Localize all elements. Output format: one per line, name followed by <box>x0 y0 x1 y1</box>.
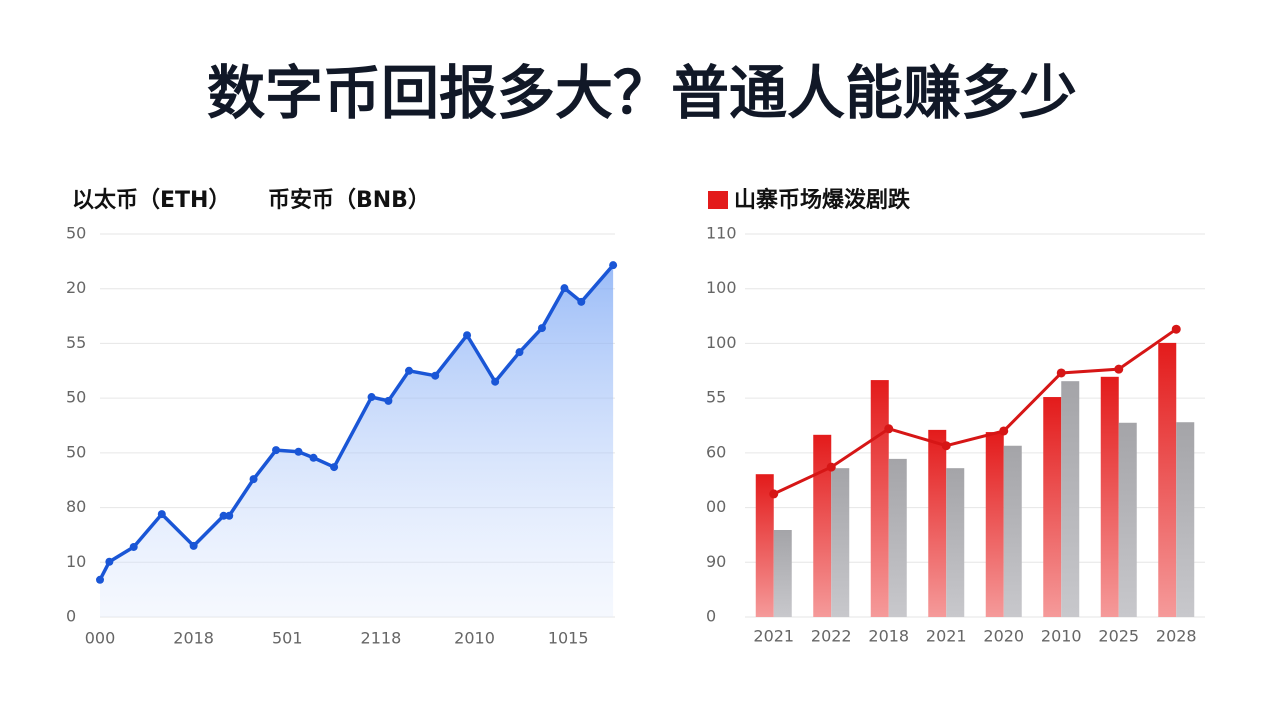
point <box>609 261 618 270</box>
y-tick-label: 0 <box>66 607 76 626</box>
point <box>219 511 228 520</box>
point <box>1171 324 1181 334</box>
y-tick-label: 00 <box>706 497 726 516</box>
point <box>249 475 258 484</box>
y-tick-label: 90 <box>706 552 726 571</box>
x-tick-label: 2022 <box>811 627 852 646</box>
point <box>330 463 339 472</box>
y-tick-label: 20 <box>66 278 86 297</box>
x-tick-label: 2118 <box>361 629 402 648</box>
point <box>157 510 166 519</box>
point <box>884 424 894 434</box>
y-tick-label: 55 <box>706 388 726 407</box>
y-tick-label: 55 <box>66 333 86 352</box>
bar <box>870 380 889 617</box>
point <box>577 297 586 306</box>
point <box>225 511 234 520</box>
bar <box>1176 422 1195 617</box>
point <box>769 489 779 499</box>
point <box>105 557 114 566</box>
y-tick-label: 110 <box>706 224 737 243</box>
point <box>367 393 376 402</box>
line <box>773 327 1178 496</box>
point <box>826 462 836 472</box>
point <box>537 324 546 333</box>
x-tick-label: 1015 <box>548 629 589 648</box>
point <box>309 453 318 462</box>
point <box>294 447 303 456</box>
point <box>431 371 440 380</box>
x-tick-label: 2028 <box>1156 627 1197 646</box>
point <box>384 396 393 405</box>
bar <box>813 434 832 617</box>
bar <box>1100 376 1119 617</box>
y-tick-label: 100 <box>706 278 737 297</box>
legend-label: 山寨币场爆泼剧跌 <box>734 187 911 213</box>
x-tick-label: 000 <box>85 629 116 648</box>
bar <box>985 432 1004 617</box>
point <box>129 542 138 551</box>
point <box>405 366 413 375</box>
x-tick-label: 2010 <box>1041 627 1082 646</box>
bar <box>1061 381 1080 617</box>
x-tick-label: 2021 <box>926 627 967 646</box>
y-tick-label: 50 <box>66 224 86 243</box>
y-tick-label: 10 <box>66 552 86 571</box>
legend-swatch <box>708 191 728 209</box>
y-tick-label: 80 <box>66 497 86 516</box>
bar <box>1118 422 1137 617</box>
area <box>100 265 614 617</box>
x-tick-label: 2020 <box>983 627 1024 646</box>
point <box>463 331 472 340</box>
point <box>999 426 1009 436</box>
y-tick-label: 50 <box>66 388 86 407</box>
point <box>96 575 104 584</box>
bar <box>1003 445 1022 617</box>
point <box>560 284 569 293</box>
bar <box>1158 342 1177 617</box>
y-tick-label: 60 <box>706 442 726 461</box>
bar <box>928 429 947 617</box>
y-tick-label: 100 <box>706 333 737 352</box>
page-title: 数字币回报多大？普通人能赚多少 <box>207 59 1077 127</box>
bar <box>755 474 774 617</box>
bar <box>946 468 965 617</box>
x-tick-label: 2018 <box>868 627 909 646</box>
x-tick-label: 501 <box>272 629 303 648</box>
point <box>1114 364 1124 374</box>
y-tick-label: 50 <box>66 442 86 461</box>
legend-label: 以太币（ETH） <box>72 188 230 213</box>
point <box>515 348 524 357</box>
x-tick-label: 2021 <box>753 627 794 646</box>
point <box>272 446 281 455</box>
x-tick-label: 2018 <box>173 629 214 648</box>
point <box>491 377 500 386</box>
point <box>189 541 198 550</box>
legend-label: 币安币（BNB） <box>268 187 430 213</box>
bar <box>773 530 792 617</box>
bar <box>1043 397 1062 617</box>
point <box>1056 368 1066 378</box>
x-tick-label: 2010 <box>454 629 495 648</box>
y-tick-label: 0 <box>706 607 716 626</box>
point <box>941 441 951 451</box>
bar <box>831 468 850 617</box>
bar <box>888 458 907 617</box>
x-tick-label: 2025 <box>1098 627 1139 646</box>
